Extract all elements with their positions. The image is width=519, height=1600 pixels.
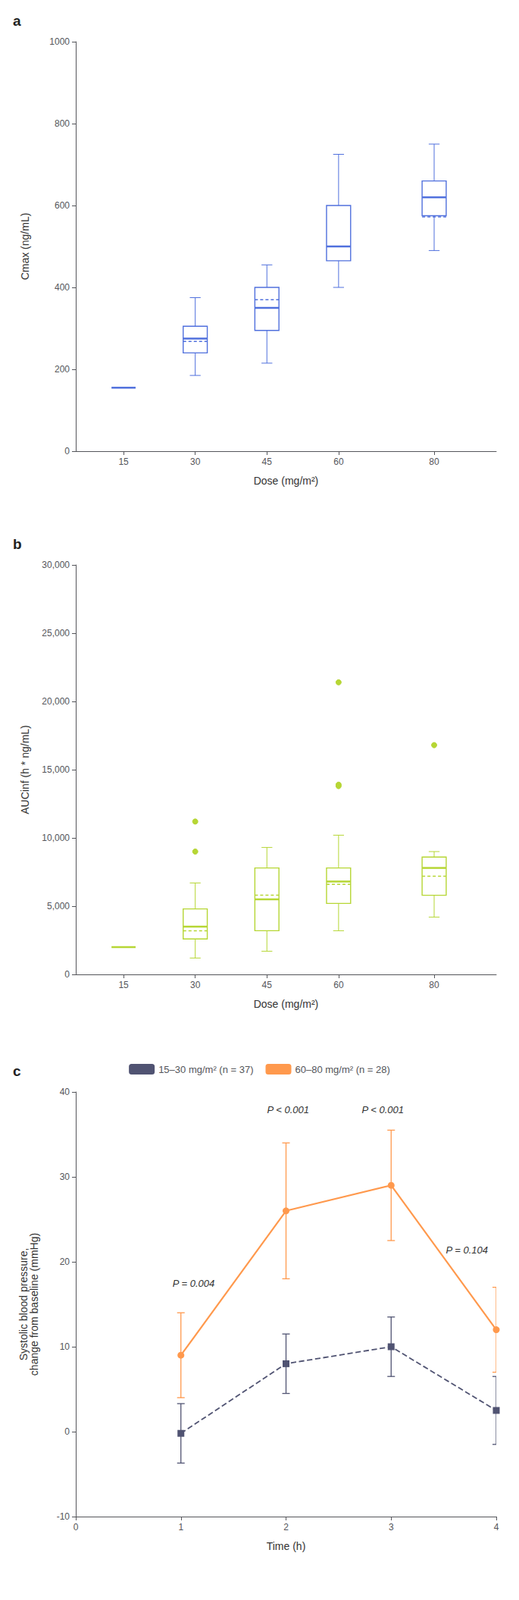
svg-text:20,000: 20,000 xyxy=(41,695,70,707)
svg-text:15–30 mg/m² (n = 37): 15–30 mg/m² (n = 37) xyxy=(158,1063,254,1075)
svg-text:3: 3 xyxy=(388,1520,394,1532)
svg-text:2: 2 xyxy=(283,1520,289,1532)
svg-text:change from baseline (mmHg): change from baseline (mmHg) xyxy=(28,1231,41,1375)
svg-text:-10: -10 xyxy=(56,1510,71,1521)
svg-text:0: 0 xyxy=(64,445,70,457)
svg-text:0: 0 xyxy=(64,1425,70,1436)
svg-text:a: a xyxy=(12,12,22,29)
svg-text:Dose (mg/m²): Dose (mg/m²) xyxy=(253,997,319,1010)
svg-text:400: 400 xyxy=(54,281,70,293)
svg-text:30: 30 xyxy=(190,456,201,467)
svg-text:80: 80 xyxy=(428,978,440,990)
svg-text:10: 10 xyxy=(59,1340,71,1351)
svg-text:c: c xyxy=(12,1062,22,1079)
svg-text:15: 15 xyxy=(118,978,129,990)
svg-text:800: 800 xyxy=(54,118,70,129)
svg-text:60–80 mg/m² (n = 28): 60–80 mg/m² (n = 28) xyxy=(295,1063,391,1075)
svg-text:25,000: 25,000 xyxy=(41,627,70,638)
svg-text:60: 60 xyxy=(333,456,344,467)
svg-text:60: 60 xyxy=(333,978,344,990)
svg-text:P = 0.004: P = 0.004 xyxy=(172,1276,216,1289)
svg-text:Dose (mg/m²): Dose (mg/m²) xyxy=(253,474,319,487)
svg-text:P < 0.001: P < 0.001 xyxy=(267,1103,310,1115)
svg-text:5,000: 5,000 xyxy=(46,900,70,911)
svg-text:40: 40 xyxy=(59,1085,71,1097)
svg-text:b: b xyxy=(12,535,22,552)
svg-text:15: 15 xyxy=(118,456,129,467)
svg-text:AUCinf (h * ng/mL): AUCinf (h * ng/mL) xyxy=(18,724,32,813)
svg-text:1: 1 xyxy=(178,1520,184,1532)
svg-text:30: 30 xyxy=(190,978,201,990)
svg-text:200: 200 xyxy=(54,363,70,375)
svg-text:4: 4 xyxy=(493,1520,500,1532)
svg-text:15,000: 15,000 xyxy=(41,763,70,775)
svg-text:Cmax (ng/mL): Cmax (ng/mL) xyxy=(18,212,32,281)
svg-text:45: 45 xyxy=(262,978,273,990)
svg-text:P < 0.001: P < 0.001 xyxy=(361,1103,404,1115)
svg-text:30: 30 xyxy=(59,1170,71,1182)
svg-text:0: 0 xyxy=(73,1520,79,1532)
svg-text:80: 80 xyxy=(428,456,440,467)
svg-text:Systolic blood pressure,: Systolic blood pressure, xyxy=(17,1246,30,1360)
svg-text:20: 20 xyxy=(59,1255,71,1267)
svg-text:P = 0.104: P = 0.104 xyxy=(445,1243,488,1255)
svg-text:45: 45 xyxy=(262,456,273,467)
svg-text:Time (h): Time (h) xyxy=(266,1538,307,1551)
svg-text:600: 600 xyxy=(54,200,70,211)
svg-text:30,000: 30,000 xyxy=(41,559,70,570)
svg-text:1000: 1000 xyxy=(49,36,70,47)
svg-text:0: 0 xyxy=(64,968,70,979)
svg-text:10,000: 10,000 xyxy=(41,831,70,843)
